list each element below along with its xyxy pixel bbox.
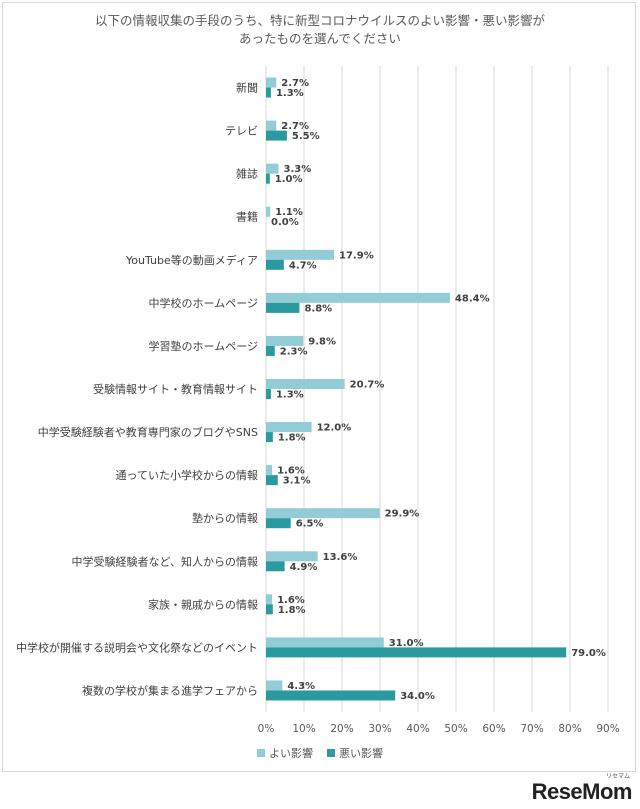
bar-good xyxy=(266,551,318,562)
category-label: 塾からの情報 xyxy=(192,511,258,525)
x-tick-label: 90% xyxy=(596,723,619,735)
bar-bad xyxy=(266,87,271,98)
data-label: 12.0% xyxy=(317,423,352,434)
data-label: 1.3% xyxy=(276,88,304,99)
bar-good xyxy=(266,465,273,476)
legend-item-bad: 悪い影響 xyxy=(327,745,383,761)
bar-bad xyxy=(266,389,271,399)
data-label: 20.7% xyxy=(350,380,385,391)
data-label: 4.7% xyxy=(289,260,317,271)
legend-swatch-bad xyxy=(327,749,335,757)
bar-good xyxy=(266,379,345,389)
bar-bad xyxy=(266,302,300,313)
data-label: 1.3% xyxy=(276,390,304,401)
resemom-logo: ReseMom リセマム xyxy=(531,774,633,805)
chart-title: 以下の情報収集の手段のうち、特に新型コロナウイルスのよい影響・悪い影響が xyxy=(94,13,545,28)
category-label: 通っていた小学校からの情報 xyxy=(116,468,258,482)
category-label: テレビ xyxy=(225,125,258,138)
bar-bad xyxy=(266,259,284,270)
bar-bad xyxy=(266,518,291,529)
x-tick-label: 10% xyxy=(292,723,315,735)
bar-bad xyxy=(266,345,275,356)
x-tick-label: 30% xyxy=(368,723,391,735)
data-label: 48.4% xyxy=(455,293,490,304)
legend-label-bad: 悪い影響 xyxy=(339,747,383,760)
category-label: 雑誌 xyxy=(236,167,258,181)
category-label: 中学校のホームページ xyxy=(149,296,258,310)
bar-good xyxy=(266,680,283,691)
data-label: 4.3% xyxy=(287,681,315,692)
data-label: 2.3% xyxy=(280,346,308,357)
category-label: 複数の学校が集まる進学フェアから xyxy=(82,683,258,697)
bar-good xyxy=(266,120,277,131)
bar-good xyxy=(266,508,380,519)
bar-good xyxy=(266,594,273,605)
category-label: 書籍 xyxy=(236,210,258,224)
legend: よい影響 悪い影響 xyxy=(0,745,640,761)
category-label: 学習塾のホームページ xyxy=(149,339,258,353)
chart-title-line2: あったものを選んでください xyxy=(239,31,401,46)
data-label: 13.6% xyxy=(323,552,358,563)
data-label: 34.0% xyxy=(400,691,435,702)
bar-bad xyxy=(266,647,567,658)
x-tick-label: 70% xyxy=(520,723,543,735)
data-label: 3.3% xyxy=(284,164,312,175)
data-label: 31.0% xyxy=(389,638,424,649)
data-label: 8.8% xyxy=(304,303,332,314)
bar-bad xyxy=(266,432,273,443)
data-label: 1.8% xyxy=(278,433,306,444)
category-label: 家族・親戚からの情報 xyxy=(148,597,258,611)
category-label: 中学校が開催する説明会や文化祭などのイベント xyxy=(16,640,258,654)
data-label: 17.9% xyxy=(339,250,374,261)
x-tick-label: 50% xyxy=(444,723,467,735)
bar-bad xyxy=(266,561,285,572)
bar-good xyxy=(266,292,450,303)
data-label: 6.5% xyxy=(296,519,324,530)
bar-chart: 0% 10% 20% 30% 40% 50% 60% 70% 80% 90%新聞 2.7%1.3%テ… xyxy=(16,66,620,735)
category-label: 中学受験経験者など、知人からの情報 xyxy=(72,554,258,568)
x-tick-label: 40% xyxy=(406,723,429,735)
bar-good xyxy=(266,637,384,648)
data-label: 2.7% xyxy=(281,78,309,89)
bar-good xyxy=(266,335,304,346)
data-label: 1.6% xyxy=(277,595,305,606)
data-label: 9.8% xyxy=(308,336,336,347)
bar-bad xyxy=(266,604,273,615)
data-label: 1.6% xyxy=(277,466,305,477)
x-tick-label: 0% xyxy=(258,723,275,735)
data-label: 5.5% xyxy=(292,131,320,142)
logo-ruby: リセマム xyxy=(605,774,630,780)
legend-swatch-good xyxy=(257,749,265,757)
data-label: 1.8% xyxy=(278,605,306,616)
bar-good xyxy=(266,249,335,260)
data-label: 3.1% xyxy=(283,476,311,487)
data-label: 0.0% xyxy=(271,217,299,228)
data-label: 29.9% xyxy=(385,509,420,520)
data-label: 1.0% xyxy=(275,174,303,185)
bar-good xyxy=(266,206,271,217)
category-label: 中学受験経験者や教育専門家のブログやSNS xyxy=(38,425,258,439)
bar-bad xyxy=(266,173,270,184)
category-label: 受験情報サイト・教育情報サイト xyxy=(93,382,258,396)
bar-bad xyxy=(266,690,396,701)
data-label: 2.7% xyxy=(281,121,309,132)
bar-good xyxy=(266,163,279,174)
bar-good xyxy=(266,422,312,433)
data-label: 4.9% xyxy=(290,562,318,573)
data-label: 1.1% xyxy=(275,207,303,218)
bar-bad xyxy=(266,130,287,141)
x-tick-label: 20% xyxy=(330,723,353,735)
x-tick-label: 80% xyxy=(558,723,581,735)
legend-item-good: よい影響 xyxy=(257,745,313,761)
bar-bad xyxy=(266,475,278,486)
logo-text: ReseMom xyxy=(531,779,633,804)
category-label: 新聞 xyxy=(236,81,258,95)
data-label: 79.0% xyxy=(571,648,606,659)
category-label: YouTube等の動画メディア xyxy=(125,253,258,267)
bar-good xyxy=(266,77,277,88)
x-tick-label: 60% xyxy=(482,723,505,735)
legend-label-good: よい影響 xyxy=(269,747,313,760)
